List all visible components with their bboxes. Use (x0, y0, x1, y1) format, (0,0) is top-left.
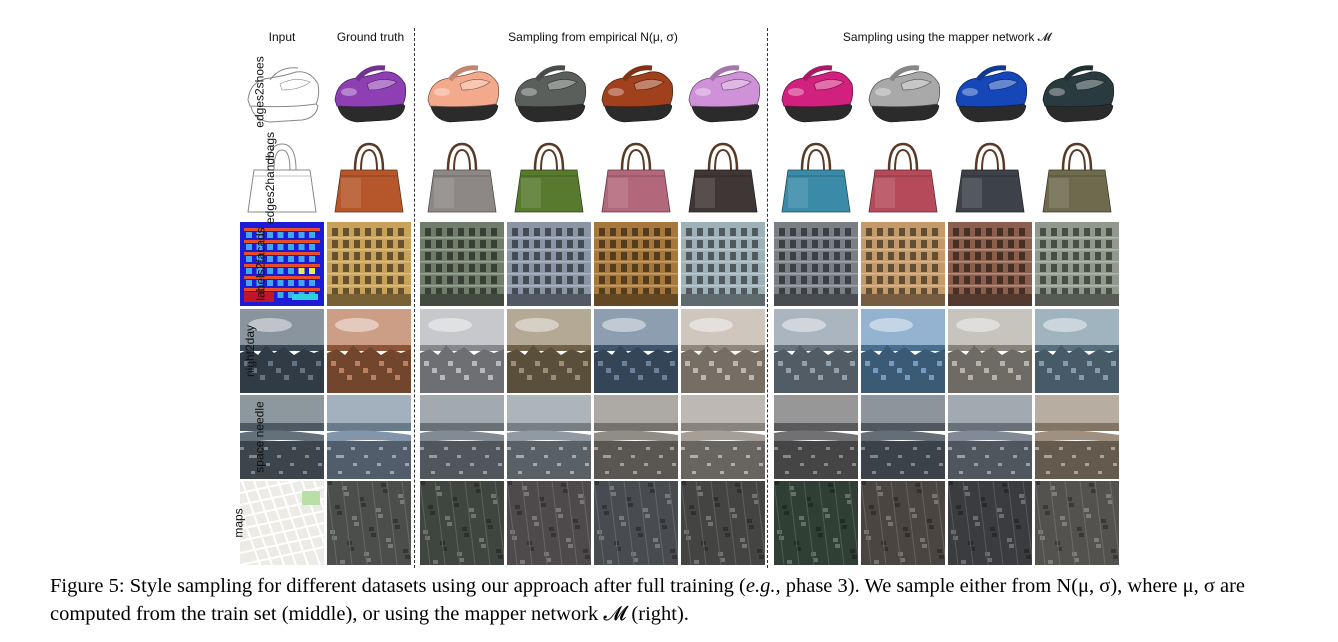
row-label-labels2facads: labels2facads (253, 227, 268, 301)
space-needle-mapper-sample-4-image (1035, 395, 1119, 479)
space-needle-empirical-sample-3-image (594, 395, 678, 479)
night2day-empirical-sample-1-image (420, 309, 504, 393)
night2day-empirical-sample-3-image (594, 309, 678, 393)
maps-empirical-sample-4-image (681, 481, 765, 565)
edges2handbags-empirical-sample-4-image (681, 136, 765, 220)
edges2handbags-ground-truth-image (327, 136, 411, 220)
edges2handbags-mapper-sample-4-image (1035, 136, 1119, 220)
caption-part1: Figure 5: Style sampling for different d… (50, 575, 746, 597)
caption-part2: phase 3). We sample either from (780, 575, 1057, 597)
caption-eg: e.g., (745, 575, 781, 597)
space-needle-input-image (240, 395, 324, 479)
maps-mapper-sample-2-image (861, 481, 945, 565)
labels2facads-input-image (240, 222, 324, 306)
space-needle-empirical-sample-2-image (507, 395, 591, 479)
maps-ground-truth-image (327, 481, 411, 565)
space-needle-empirical-sample-1-image (420, 395, 504, 479)
header-ground-truth: Ground truth (336, 30, 405, 44)
row-label-edges2shoes: edges2shoes (252, 56, 267, 128)
edges2shoes-empirical-sample-2-image (507, 50, 591, 134)
night2day-mapper-sample-2-image (861, 309, 945, 393)
labels2facads-empirical-sample-4-image (681, 222, 765, 306)
space-needle-empirical-sample-4-image (681, 395, 765, 479)
night2day-mapper-sample-1-image (774, 309, 858, 393)
labels2facads-mapper-sample-1-image (774, 222, 858, 306)
maps-mapper-sample-1-image (774, 481, 858, 565)
labels2facads-mapper-sample-2-image (861, 222, 945, 306)
edges2shoes-input-image (240, 50, 324, 134)
edges2handbags-mapper-sample-3-image (948, 136, 1032, 220)
row-label-edges2handbags: edges2handbags (263, 131, 278, 225)
maps-mapper-sample-4-image (1035, 481, 1119, 565)
header-mapper-sampling: Sampling using the mapper network 𝓜 (842, 30, 1052, 44)
row-label-night2day: night2day (243, 324, 258, 378)
edges2handbags-empirical-sample-2-image (507, 136, 591, 220)
maps-empirical-sample-3-image (594, 481, 678, 565)
row-label-space-needle: space needle (252, 401, 267, 473)
edges2shoes-mapper-sample-1-image (774, 50, 858, 134)
edges2handbags-empirical-sample-1-image (420, 136, 504, 220)
night2day-empirical-sample-2-image (507, 309, 591, 393)
space-needle-mapper-sample-2-image (861, 395, 945, 479)
labels2facads-mapper-sample-3-image (948, 222, 1032, 306)
maps-empirical-sample-2-image (507, 481, 591, 565)
edges2shoes-mapper-sample-2-image (861, 50, 945, 134)
edges2shoes-ground-truth-image (327, 50, 411, 134)
labels2facads-empirical-sample-1-image (420, 222, 504, 306)
header-input: Input (268, 30, 296, 44)
space-needle-mapper-sample-1-image (774, 395, 858, 479)
labels2facads-empirical-sample-2-image (507, 222, 591, 306)
edges2shoes-empirical-sample-4-image (681, 50, 765, 134)
edges2shoes-mapper-sample-3-image (948, 50, 1032, 134)
edges2handbags-input-image (240, 136, 324, 220)
edges2handbags-empirical-sample-3-image (594, 136, 678, 220)
space-needle-ground-truth-image (327, 395, 411, 479)
labels2facads-ground-truth-image (327, 222, 411, 306)
row-label-maps: maps (231, 508, 246, 538)
maps-mapper-sample-3-image (948, 481, 1032, 565)
maps-input-image (240, 481, 324, 565)
night2day-mapper-sample-3-image (948, 309, 1032, 393)
labels2facads-empirical-sample-3-image (594, 222, 678, 306)
night2day-mapper-sample-4-image (1035, 309, 1119, 393)
edges2handbags-mapper-sample-1-image (774, 136, 858, 220)
maps-empirical-sample-1-image (420, 481, 504, 565)
edges2shoes-mapper-sample-4-image (1035, 50, 1119, 134)
divider-left (414, 28, 415, 568)
edges2shoes-empirical-sample-1-image (420, 50, 504, 134)
edges2shoes-empirical-sample-3-image (594, 50, 678, 134)
figure-caption: Figure 5: Style sampling for different d… (50, 572, 1310, 628)
labels2facads-mapper-sample-4-image (1035, 222, 1119, 306)
edges2handbags-mapper-sample-2-image (861, 136, 945, 220)
divider-right (767, 28, 768, 568)
header-empirical-sampling: Sampling from empirical N(μ, σ) (508, 30, 678, 44)
night2day-empirical-sample-4-image (681, 309, 765, 393)
caption-part3: N(μ, σ), where μ, σ are computed from th… (50, 575, 1251, 625)
night2day-input-image (240, 309, 324, 393)
space-needle-mapper-sample-3-image (948, 395, 1032, 479)
night2day-ground-truth-image (327, 309, 411, 393)
